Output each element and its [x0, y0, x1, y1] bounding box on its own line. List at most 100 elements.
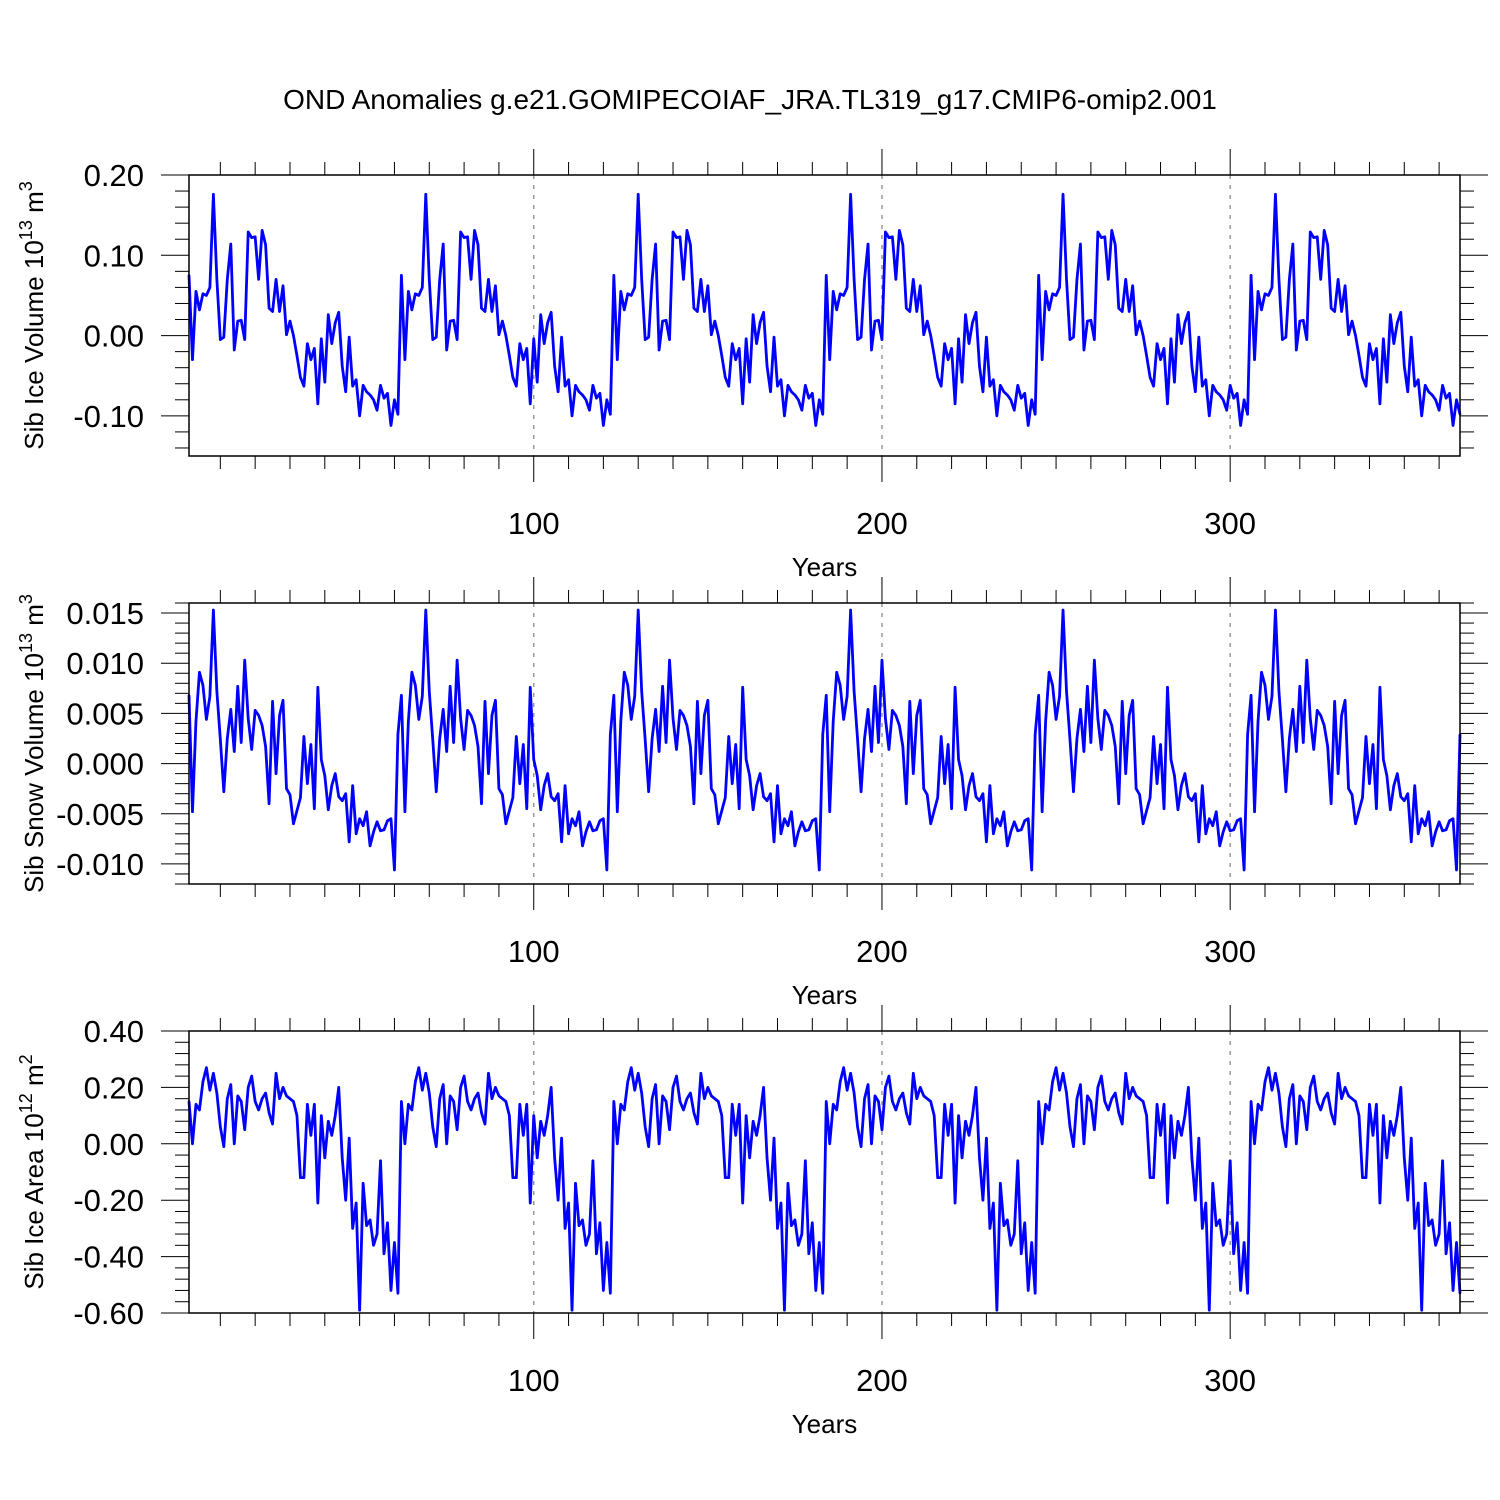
data-point [518, 342, 522, 345]
data-point [926, 793, 929, 796]
data-point [1176, 808, 1180, 811]
data-point [1194, 792, 1197, 795]
data-point [1389, 808, 1392, 811]
data-point [1305, 338, 1308, 341]
data-point [264, 1091, 267, 1095]
data-point [1399, 795, 1403, 798]
data-point [466, 235, 469, 239]
data-point [563, 384, 567, 388]
data-point [424, 1072, 427, 1075]
y-tick-label: -0.60 [73, 1296, 144, 1331]
data-point [1068, 338, 1072, 341]
data-point [1159, 1134, 1162, 1137]
data-point [995, 1308, 999, 1312]
data-point [247, 230, 250, 234]
data-point [494, 1086, 497, 1089]
data-point [584, 1244, 588, 1247]
data-point [459, 230, 462, 234]
data-point [226, 1097, 229, 1100]
data-point [382, 1252, 386, 1255]
data-point [201, 684, 205, 687]
data-point [546, 321, 549, 324]
data-point [1065, 690, 1068, 693]
data-point [748, 380, 751, 384]
data-point [1232, 1252, 1235, 1255]
data-point [337, 1086, 340, 1089]
data-point [577, 810, 581, 813]
data-point [1350, 1097, 1354, 1100]
data-point [1166, 402, 1169, 406]
data-point [605, 398, 609, 401]
data-point [776, 784, 779, 787]
data-point [1284, 335, 1288, 339]
data-point [546, 1114, 549, 1117]
data-point [863, 737, 866, 740]
data-point [393, 1241, 396, 1244]
data-point [567, 1201, 570, 1205]
data-point [347, 840, 351, 844]
data-point [964, 313, 967, 316]
data-point [295, 1114, 299, 1117]
data-point [643, 738, 647, 741]
data-point [863, 278, 866, 281]
data-point [866, 1083, 870, 1086]
data-point [198, 1108, 201, 1112]
data-point [292, 334, 295, 337]
data-point [616, 358, 619, 361]
data-point [661, 319, 664, 323]
data-point [574, 824, 577, 827]
data-point [1396, 321, 1399, 324]
data-point [1020, 828, 1023, 832]
data-point [267, 802, 271, 805]
data-point [1242, 868, 1246, 872]
data-point [417, 294, 421, 297]
data-point [194, 1103, 198, 1106]
data-point [1437, 1232, 1441, 1236]
data-point [755, 342, 758, 345]
data-point [379, 829, 382, 833]
data-point [692, 307, 696, 310]
data-point [577, 390, 581, 393]
data-point [1284, 1145, 1288, 1148]
data-point [511, 796, 515, 799]
data-point [887, 748, 891, 751]
data-point [1086, 319, 1089, 323]
data-point [542, 784, 546, 787]
data-point [1194, 390, 1197, 393]
data-point [1430, 1218, 1434, 1222]
data-point [382, 396, 386, 400]
data-point [278, 714, 281, 717]
y-axis-label-text: Sib Snow Volume 10 [19, 653, 49, 893]
data-point [724, 376, 727, 379]
data-point [703, 1097, 706, 1100]
data-point [880, 338, 884, 341]
data-point [1389, 1120, 1392, 1123]
data-point [1117, 802, 1120, 805]
data-point [536, 380, 539, 384]
data-point [438, 278, 441, 281]
plot-frame [188, 174, 1461, 457]
y-tick-label: 0.10 [84, 238, 144, 273]
data-point [1385, 380, 1389, 384]
data-point [1322, 724, 1326, 727]
data-point [584, 398, 588, 401]
data-point [372, 1244, 375, 1247]
data-point [1260, 671, 1263, 674]
data-point [1396, 772, 1399, 775]
data-point [1246, 1292, 1249, 1295]
y-axis-label: Sib Snow Volume 1013 m3 [16, 594, 49, 893]
data-point [1267, 294, 1270, 297]
data-point [978, 799, 981, 802]
data-point [1378, 402, 1382, 406]
data-point [508, 354, 511, 357]
data-point [1020, 1252, 1023, 1255]
data-point [1385, 1156, 1389, 1160]
data-point [375, 820, 379, 823]
data-point [1375, 807, 1378, 810]
y-axis-label-text: m [19, 1064, 49, 1093]
data-point [1187, 1086, 1190, 1089]
data-point [664, 319, 668, 322]
data-point [393, 398, 396, 401]
data-point [845, 1089, 849, 1092]
data-point [1441, 829, 1444, 833]
